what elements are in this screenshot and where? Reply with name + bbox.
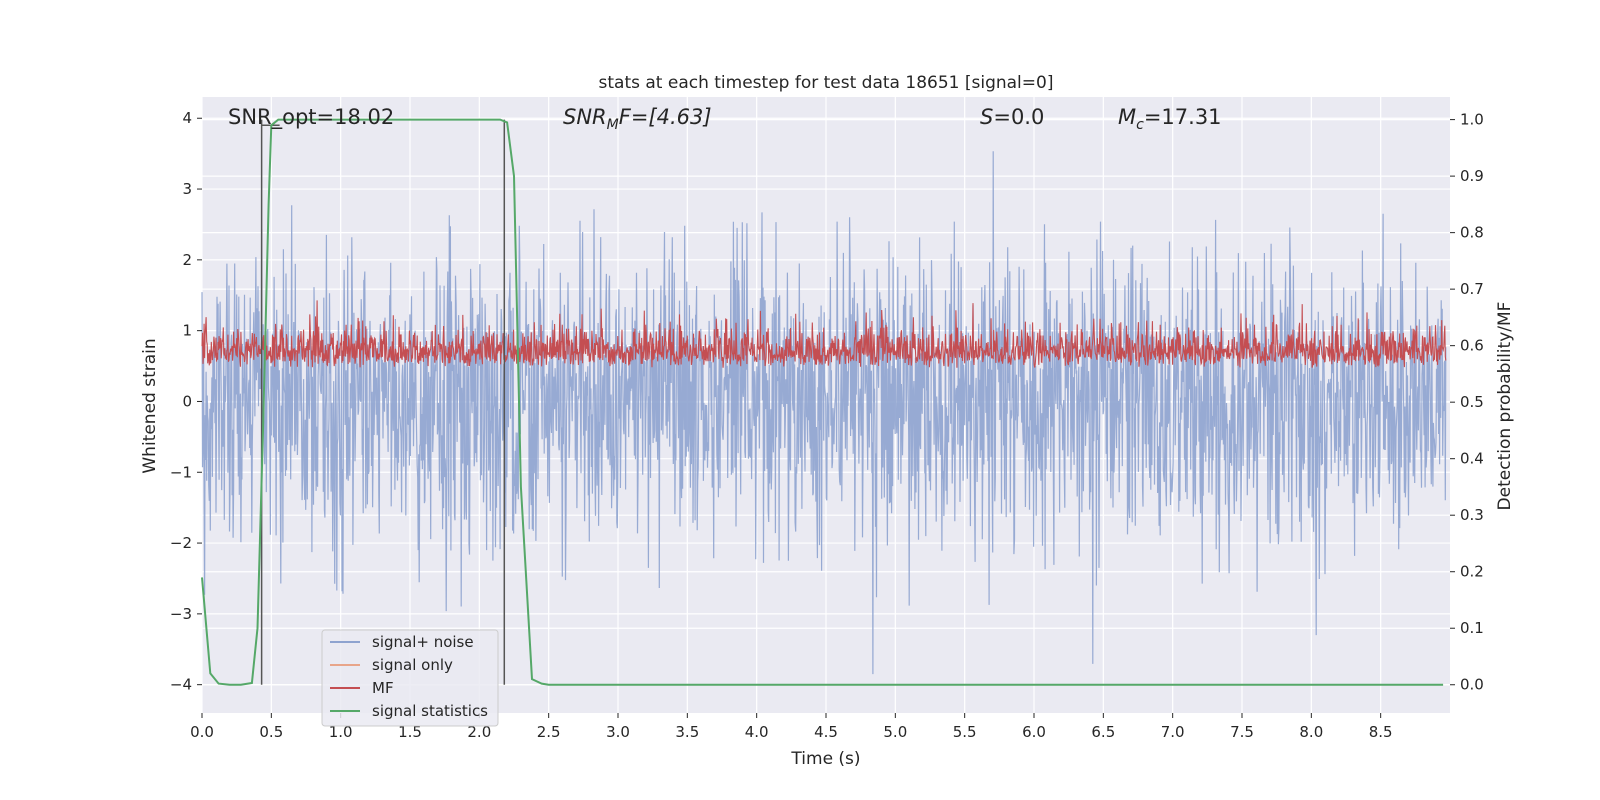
- series-mf: [201, 300, 1447, 368]
- y-axis-label-left: Whitened strain: [140, 338, 160, 473]
- x-tick-label-16: 8.0: [1299, 723, 1323, 741]
- x-tick-label-14: 7.0: [1161, 723, 1185, 741]
- series-signal-statistics: [201, 118, 1444, 686]
- legend-label-signal-noise: signal+ noise: [372, 633, 474, 651]
- x-tick-label-3: 1.5: [398, 723, 422, 741]
- y-tick-label-right-5: 0.5: [1460, 393, 1484, 411]
- y-tick-label-right-6: 0.4: [1460, 450, 1484, 468]
- y-tick-label-right-4: 0.6: [1460, 337, 1484, 355]
- x-tick-label-7: 3.5: [675, 723, 699, 741]
- line-signal-noise: [201, 151, 1447, 675]
- y-tick-label-left-0: 4: [182, 109, 192, 127]
- x-tick-label-13: 6.5: [1091, 723, 1115, 741]
- y-tick-labels-left: 4 3 2 1 0 −1 −2 −3 −4: [170, 109, 202, 694]
- x-tick-label-8: 4.0: [745, 723, 769, 741]
- annotation-snr-opt: SNR_opt=18.02: [228, 105, 394, 130]
- y-tick-label-left-4: 0: [182, 392, 192, 410]
- annotation-s: S=0.0: [980, 105, 1044, 129]
- x-tick-label-17: 8.5: [1369, 723, 1393, 741]
- y-tick-label-right-0: 1.0: [1460, 111, 1484, 129]
- y-tick-label-left-5: −1: [170, 463, 192, 481]
- x-tick-label-1: 0.5: [259, 723, 283, 741]
- legend-box: [321, 629, 499, 727]
- x-tick-label-6: 3.0: [606, 723, 630, 741]
- y-tick-labels-right: 1.0 0.9 0.8 0.7 0.6 0.5 0.4 0.3 0.2 0.1 0.0: [1450, 111, 1484, 694]
- x-tick-label-0: 0.0: [190, 723, 214, 741]
- y-tick-label-left-2: 2: [182, 251, 192, 269]
- legend: signal+ noise signal only MF signal stat…: [321, 629, 499, 727]
- x-tick-label-15: 7.5: [1230, 723, 1254, 741]
- x-tick-label-9: 4.5: [814, 723, 838, 741]
- x-tick-label-12: 6.0: [1022, 723, 1046, 741]
- series-signal-noise: [201, 151, 1447, 675]
- legend-label-mf: MF: [372, 679, 394, 697]
- annotation-snr-mf: SNRMF=[4.63]: [563, 105, 712, 133]
- y-tick-label-right-8: 0.2: [1460, 563, 1484, 581]
- x-tick-label-4: 2.0: [467, 723, 491, 741]
- y-tick-label-left-3: 1: [182, 322, 192, 340]
- y-tick-label-right-2: 0.8: [1460, 224, 1484, 242]
- chart-title: stats at each timestep for test data 186…: [599, 73, 1054, 93]
- y-tick-label-right-9: 0.1: [1460, 619, 1484, 637]
- y-tick-label-left-7: −3: [170, 605, 192, 623]
- x-tick-label-10: 5.0: [883, 723, 907, 741]
- y-tick-label-right-1: 0.9: [1460, 167, 1484, 185]
- x-tick-label-11: 5.5: [953, 723, 977, 741]
- x-tick-label-5: 2.5: [537, 723, 561, 741]
- legend-label-signal-only: signal only: [372, 656, 453, 674]
- y-tick-label-left-8: −4: [170, 676, 192, 694]
- y-tick-label-right-3: 0.7: [1460, 280, 1484, 298]
- annotation-mc: Mc=17.31: [1118, 105, 1222, 133]
- line-signal-statistics: [201, 118, 1444, 686]
- x-tick-label-2: 1.0: [329, 723, 353, 741]
- y-tick-label-right-10: 0.0: [1460, 676, 1484, 694]
- y-tick-label-left-1: 3: [182, 180, 192, 198]
- x-axis-label: Time (s): [790, 749, 860, 769]
- y-tick-label-left-6: −2: [170, 534, 192, 552]
- y-axis-label-right: Detection probability/MF: [1495, 302, 1515, 511]
- y-tick-label-right-7: 0.3: [1460, 506, 1484, 524]
- legend-label-signal-statistics: signal statistics: [372, 702, 488, 720]
- x-tick-labels: 0.0 0.5 1.0 1.5 2.0 2.5 3.0 3.5 4.0 4.5 5.0 5.5 6.0 6…: [190, 713, 1393, 741]
- line-mf: [201, 300, 1447, 368]
